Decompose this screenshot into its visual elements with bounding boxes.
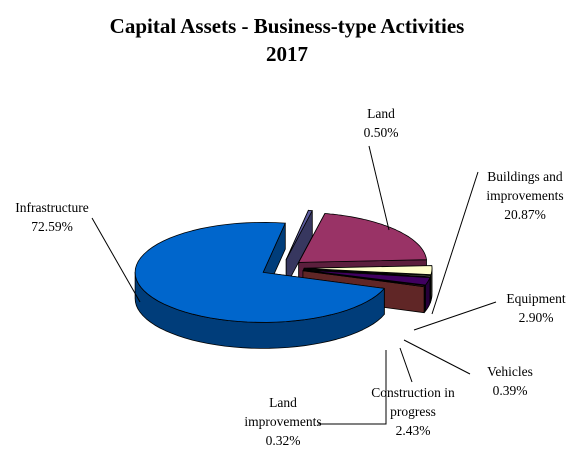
value-label: 2.43% (395, 423, 431, 438)
leader-line (368, 145, 390, 231)
leader-line (431, 171, 479, 315)
category-label: Land improvements (244, 395, 322, 429)
chart-subtitle: 2017 (266, 42, 308, 66)
value-label: 2.90% (518, 310, 554, 325)
value-label: 0.32% (265, 433, 301, 448)
slice-label: Equipment 2.90% (496, 289, 574, 327)
category-label: Infrastructure (15, 200, 89, 215)
slice-label: Infrastructure 72.59% (2, 198, 102, 236)
chart-title: Capital Assets - Business-type Activitie… (109, 14, 465, 38)
leader-line (318, 350, 387, 425)
slice-label: Construction in progress 2.43% (358, 383, 468, 440)
slice-label: Vehicles 0.39% (470, 362, 550, 400)
category-label: Land (367, 106, 395, 121)
leader-line (91, 217, 141, 303)
value-label: 0.50% (363, 125, 399, 140)
slice-label: Buildings and improvements 20.87% (470, 167, 574, 224)
slice-top (298, 213, 427, 263)
leader-line (403, 339, 471, 375)
value-label: 20.87% (504, 207, 546, 222)
slice-top (302, 270, 426, 288)
category-label: Vehicles (487, 364, 533, 379)
value-label: 0.39% (492, 383, 528, 398)
slice-top (285, 209, 313, 260)
category-label: Construction in progress (371, 385, 455, 419)
slice (285, 209, 313, 287)
slice-top (303, 265, 433, 276)
category-label: Buildings and improvements (486, 169, 564, 203)
slice-label: Land 0.50% (346, 104, 416, 142)
category-label: Equipment (506, 291, 566, 306)
leader-line (399, 347, 413, 383)
value-label: 72.59% (31, 219, 73, 234)
slice-top (134, 222, 385, 323)
slice-label: Land improvements 0.32% (238, 393, 328, 450)
slice-wall (423, 285, 426, 314)
slice-top (303, 269, 431, 286)
leader-line (413, 301, 497, 331)
slice (134, 222, 385, 349)
slice-top (303, 268, 432, 278)
